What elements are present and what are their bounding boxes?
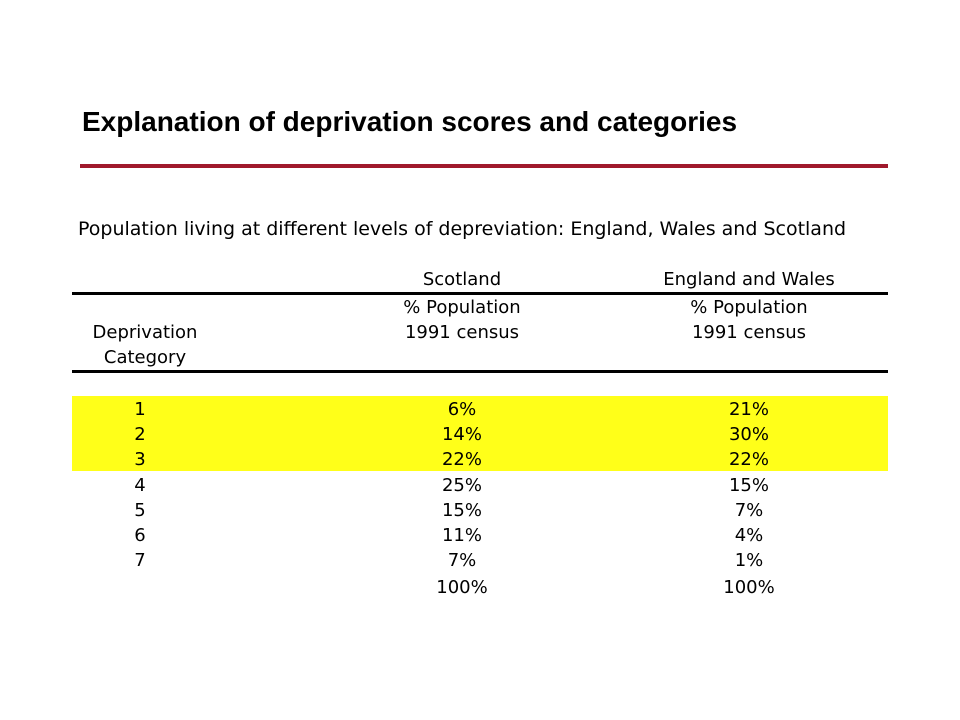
row-scotland-value: 6% xyxy=(447,399,477,420)
row-category: 6 xyxy=(134,525,146,546)
row-category: 1 xyxy=(134,399,146,420)
row-scotland-value: 14% xyxy=(441,424,482,445)
row-category: 3 xyxy=(134,449,146,470)
row-category: 5 xyxy=(134,500,146,521)
header-scotland-census: 1991 census xyxy=(404,322,520,343)
row-scotland-value: 7% xyxy=(447,550,477,571)
title-divider xyxy=(80,164,888,168)
table-caption: Population living at different levels of… xyxy=(78,218,847,240)
row-scotland-value: 11% xyxy=(441,525,482,546)
header-england-wales-pop: % Population xyxy=(690,297,808,318)
total-scotland: 100% xyxy=(436,577,488,598)
highlight-band xyxy=(72,396,888,471)
row-england-wales-value: 21% xyxy=(728,399,769,420)
row-scotland-value: 22% xyxy=(441,449,482,470)
row-england-wales-value: 15% xyxy=(728,475,769,496)
row-category: 7 xyxy=(134,550,146,571)
row-category: 2 xyxy=(134,424,146,445)
header-rule-top xyxy=(72,292,888,295)
total-england-wales: 100% xyxy=(723,577,775,598)
header-category-line2: Category xyxy=(103,347,187,368)
row-scotland-value: 15% xyxy=(441,500,482,521)
header-england-wales: England and Wales xyxy=(663,269,835,290)
row-category: 4 xyxy=(134,475,146,496)
header-rule-bottom xyxy=(72,370,888,373)
row-england-wales-value: 1% xyxy=(734,550,764,571)
header-scotland: Scotland xyxy=(422,269,502,290)
row-england-wales-value: 22% xyxy=(728,449,769,470)
header-scotland-pop: % Population xyxy=(403,297,521,318)
row-england-wales-value: 30% xyxy=(728,424,769,445)
header-category-line1: Deprivation xyxy=(92,322,198,343)
header-england-wales-census: 1991 census xyxy=(691,322,807,343)
row-england-wales-value: 4% xyxy=(734,525,764,546)
row-scotland-value: 25% xyxy=(441,475,482,496)
row-england-wales-value: 7% xyxy=(734,500,764,521)
slide-title: Explanation of deprivation scores and ca… xyxy=(82,106,738,137)
